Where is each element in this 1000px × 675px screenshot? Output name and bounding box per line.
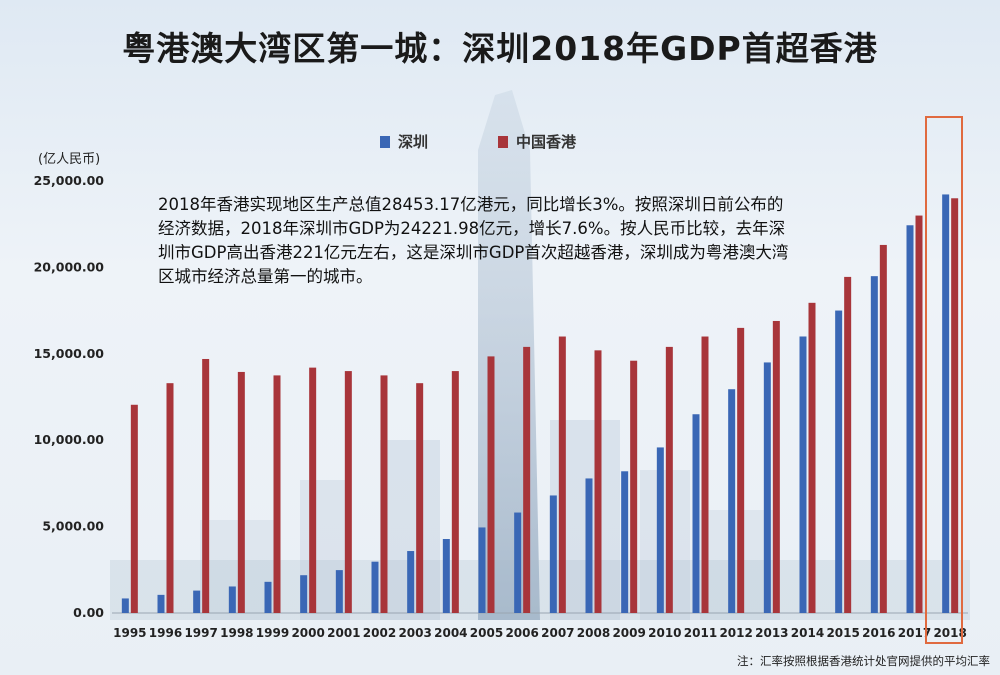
y-tick-label: 5,000.00 (42, 519, 104, 534)
bar-hongkong (451, 371, 459, 613)
bar-shenzhen (264, 581, 272, 613)
bar-shenzhen (621, 471, 629, 613)
bar-shenzhen (407, 551, 415, 613)
x-tick-label: 1995 (113, 626, 146, 640)
x-tick-label: 2002 (363, 626, 396, 640)
x-tick-label: 2017 (898, 626, 931, 640)
bar-shenzhen (193, 590, 201, 613)
x-tick-label: 2007 (541, 626, 574, 640)
chart-title: 粤港澳大湾区第一城：深圳2018年GDP首超香港 (122, 29, 878, 68)
bar-shenzhen (728, 389, 736, 613)
bar-hongkong (416, 383, 424, 613)
bar-hongkong (844, 276, 852, 613)
bar-hongkong (309, 367, 317, 613)
x-tick-label: 1998 (220, 626, 253, 640)
x-tick-label: 2004 (434, 626, 467, 640)
x-tick-label: 2009 (612, 626, 645, 640)
bar-shenzhen (906, 225, 914, 613)
bar-shenzhen (478, 527, 486, 613)
x-tick-label: 2012 (719, 626, 752, 640)
bar-hongkong (701, 336, 709, 613)
y-tick-label: 0.00 (73, 605, 104, 620)
bar-hongkong (523, 346, 531, 613)
bar-hongkong (915, 215, 923, 613)
x-tick-label: 2000 (291, 626, 324, 640)
x-tick-label: 1996 (149, 626, 182, 640)
bar-shenzhen (942, 194, 950, 613)
bar-shenzhen (870, 276, 878, 613)
y-axis-unit-label: (亿人民币) (38, 152, 101, 167)
x-tick-label: 2010 (648, 626, 681, 640)
bar-shenzhen (799, 336, 807, 613)
x-tick-label: 2006 (505, 626, 538, 640)
bar-shenzhen (300, 575, 308, 613)
y-tick-label: 10,000.00 (34, 432, 105, 447)
bar-shenzhen (335, 570, 343, 613)
legend-swatch-hongkong (498, 135, 509, 148)
bar-shenzhen (371, 561, 379, 613)
x-tick-label: 2003 (398, 626, 431, 640)
bar-hongkong (630, 360, 638, 613)
bar-hongkong (594, 350, 602, 613)
bar-hongkong (487, 356, 495, 613)
bar-shenzhen (157, 594, 165, 613)
x-tick-label: 2001 (327, 626, 360, 640)
bar-hongkong (558, 336, 566, 613)
bar-hongkong (737, 327, 745, 613)
bar-hongkong (665, 346, 673, 613)
bar-hongkong (951, 198, 959, 613)
legend-label-shenzhen: 深圳 (398, 133, 429, 151)
bar-hongkong (130, 404, 138, 613)
bar-hongkong (380, 375, 388, 613)
footnote: 注：汇率按照根据香港统计处官网提供的平均汇率 (737, 654, 990, 668)
bar-shenzhen (692, 414, 700, 613)
bar-hongkong (273, 375, 281, 613)
x-tick-label: 2016 (862, 626, 895, 640)
x-tick-label: 2011 (684, 626, 717, 640)
x-tick-label: 2005 (470, 626, 503, 640)
y-tick-label: 20,000.00 (34, 259, 105, 274)
x-tick-label: 2008 (577, 626, 610, 640)
bar-hongkong (237, 371, 245, 613)
legend-label-hongkong: 中国香港 (516, 133, 577, 151)
annotation-text: 2018年香港实现地区生产总值28453.17亿港元，同比增长3%。按照深圳日前… (158, 195, 789, 286)
bar-shenzhen (549, 495, 557, 613)
y-tick-label: 25,000.00 (34, 173, 105, 188)
legend-item-hongkong: 中国香港 (498, 131, 576, 152)
bar-shenzhen (763, 362, 771, 613)
y-tick-label: 15,000.00 (34, 346, 105, 361)
legend-swatch-shenzhen (380, 135, 390, 148)
bar-hongkong (202, 358, 210, 613)
x-tick-label: 1999 (256, 626, 289, 640)
bar-hongkong (808, 302, 816, 613)
x-tick-label: 2013 (755, 626, 788, 640)
bar-shenzhen (656, 447, 664, 613)
highlight-2018-box (925, 116, 963, 644)
legend-item-shenzhen: 深圳 (380, 131, 428, 152)
x-tick-label: 2015 (826, 626, 859, 640)
bar-shenzhen (228, 586, 236, 613)
bar-hongkong (166, 383, 174, 613)
bar-shenzhen (514, 512, 522, 613)
x-tick-label: 2014 (791, 626, 824, 640)
bar-shenzhen (121, 598, 129, 613)
x-tick-label: 1997 (184, 626, 217, 640)
bar-hongkong (772, 320, 780, 613)
bar-shenzhen (835, 310, 843, 613)
x-tick-label: 2018 (933, 626, 966, 640)
bar-hongkong (344, 371, 352, 613)
bar-shenzhen (442, 539, 450, 613)
bar-shenzhen (585, 478, 593, 613)
bar-hongkong (879, 244, 887, 613)
legend: 深圳 中国香港 (380, 131, 576, 152)
